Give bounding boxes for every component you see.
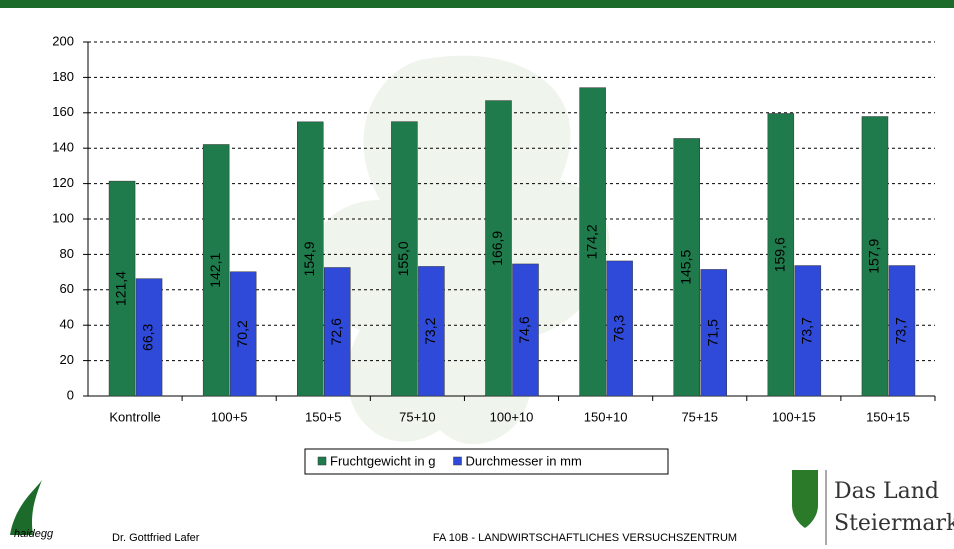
value-label: 66,3 (140, 323, 156, 350)
value-label: 121,4 (113, 271, 129, 306)
value-label: 72,6 (328, 318, 344, 345)
bar (767, 113, 795, 397)
value-label: 76,3 (610, 315, 626, 342)
bar (861, 116, 889, 397)
value-label: 73,2 (422, 317, 438, 344)
x-tick-label: 75+15 (681, 409, 718, 424)
y-tick-label: 60 (60, 281, 74, 296)
bar (700, 269, 727, 397)
bar (324, 267, 351, 397)
x-tick-label: 150+10 (584, 409, 628, 424)
value-label: 70,2 (234, 320, 250, 347)
value-label: 155,0 (395, 241, 411, 276)
bar (391, 121, 418, 397)
x-tick-label: 150+5 (305, 409, 342, 424)
legend-swatch (317, 456, 327, 466)
x-tick-label: 100+10 (490, 409, 534, 424)
logo-left: haidegg (10, 480, 54, 540)
bar (418, 266, 445, 397)
logo-line1: Das Land (834, 479, 939, 504)
value-label: 154,9 (301, 241, 317, 276)
bar (108, 180, 136, 397)
bar (202, 144, 230, 397)
logo-line2: Steiermark (834, 511, 954, 536)
bar (606, 260, 633, 397)
top-bar (0, 0, 954, 8)
value-label: 73,7 (799, 317, 815, 344)
value-label: 159,6 (772, 237, 788, 272)
value-label: 74,6 (516, 316, 532, 343)
bar (135, 278, 163, 397)
value-label: 174,2 (583, 224, 599, 259)
value-label: 73,7 (893, 317, 909, 344)
legend: Fruchtgewicht in g Durchmesser in mm (304, 448, 669, 475)
value-label: 166,9 (489, 231, 505, 266)
y-tick-label: 140 (52, 140, 74, 155)
bar (673, 138, 700, 397)
y-tick-label: 80 (60, 246, 74, 261)
legend-swatch (453, 456, 462, 466)
logo-leaf (10, 480, 42, 535)
value-label: 71,5 (704, 319, 720, 346)
bar (485, 100, 512, 397)
legend-label: Fruchtgewicht in g (330, 453, 436, 468)
x-tick-label: 75+10 (399, 409, 436, 424)
x-tick-label: 150+15 (866, 409, 910, 424)
value-label: 157,9 (866, 239, 882, 274)
bar (888, 265, 916, 397)
x-tick-label: Kontrolle (109, 409, 160, 424)
y-tick-label: 120 (52, 175, 74, 190)
y-tick-label: 0 (67, 387, 74, 402)
institute: FA 10B - LANDWIRTSCHAFTLICHES VERSUCHSZE… (433, 532, 737, 544)
x-tick-label: 100+5 (211, 409, 248, 424)
logo-text: haidegg (14, 528, 54, 540)
legend-box (304, 448, 669, 475)
bar (297, 121, 324, 397)
author: Dr. Gottfried Lafer (112, 532, 200, 544)
bar (794, 265, 822, 397)
x-tick-label: 100+15 (772, 409, 816, 424)
watermark (309, 55, 610, 445)
bar (579, 87, 606, 397)
bar (229, 271, 257, 397)
value-label: 145,5 (677, 250, 693, 285)
legend-label: Durchmesser in mm (466, 453, 582, 468)
coat-of-arms (792, 470, 818, 528)
y-tick-label: 40 (60, 317, 74, 332)
y-tick-label: 180 (52, 69, 74, 84)
logo-right: Das Land Steiermark (792, 470, 954, 545)
y-tick-label: 200 (52, 33, 74, 48)
y-tick-label: 20 (60, 352, 74, 367)
bar (512, 263, 539, 397)
y-tick-label: 100 (52, 210, 74, 225)
y-tick-label: 160 (52, 104, 74, 119)
value-label: 142,1 (207, 253, 223, 288)
